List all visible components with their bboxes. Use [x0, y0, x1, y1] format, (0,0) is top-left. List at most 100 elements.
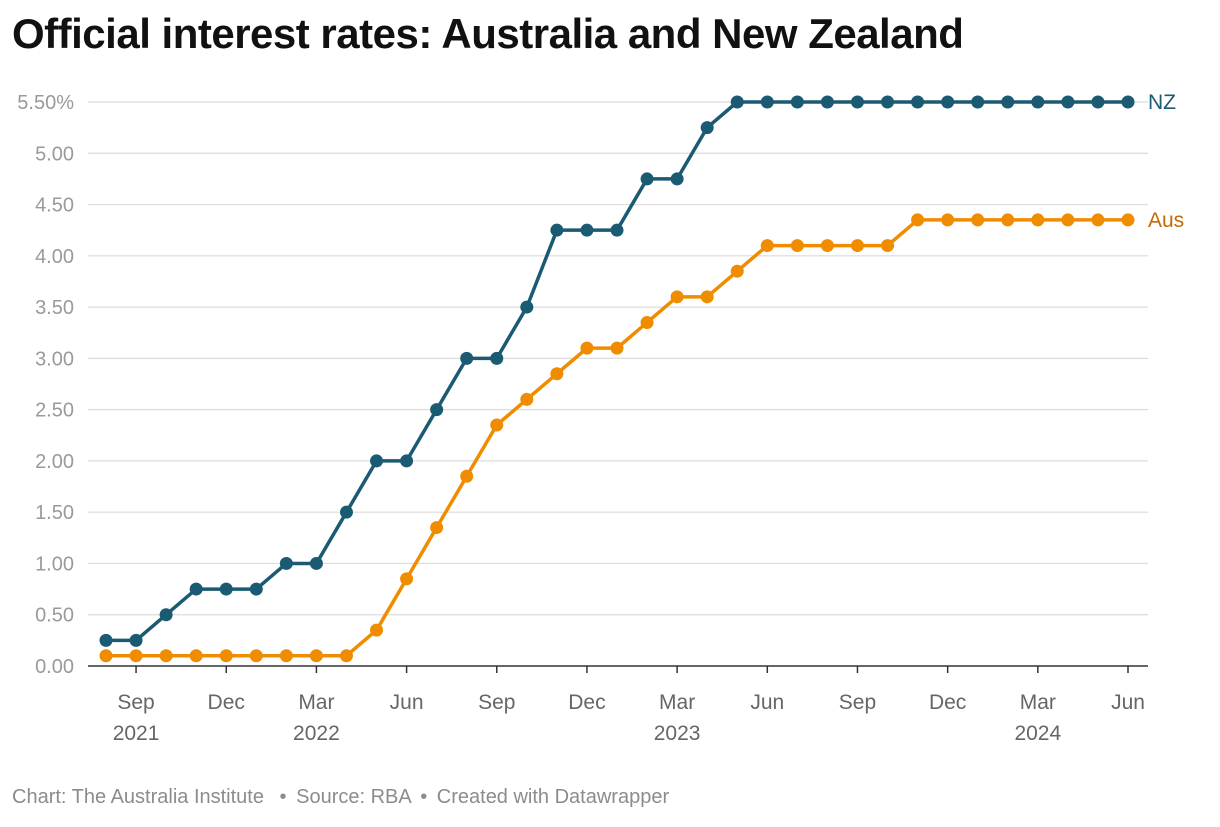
footer-source: Source: RBA: [296, 786, 411, 808]
data-point: [700, 290, 714, 304]
data-point: [850, 95, 864, 109]
x-tick-label: Dec: [208, 691, 245, 714]
footer-separator: •: [420, 786, 428, 808]
y-tick-label: 1.50: [35, 502, 74, 524]
chart-footer: Chart: The Australia Institute • Source:…: [12, 786, 669, 809]
data-point: [640, 315, 654, 329]
data-point: [520, 392, 534, 406]
footer-tool: Created with Datawrapper: [436, 786, 670, 808]
data-point: [820, 95, 834, 109]
data-point: [339, 649, 353, 663]
data-point: [550, 367, 564, 381]
series-line: [106, 100, 1128, 643]
x-tick-year-label: 2024: [1014, 722, 1061, 745]
data-point: [129, 649, 143, 663]
x-tick-year-label: 2021: [113, 722, 160, 745]
x-tick-label: Sep: [117, 691, 154, 714]
x-tick-year-label: 2022: [293, 722, 340, 745]
x-tick-label: Mar: [659, 691, 695, 714]
data-point: [730, 264, 744, 278]
data-point: [1001, 213, 1015, 227]
data-point: [1061, 213, 1075, 227]
x-tick-label: Sep: [478, 691, 515, 714]
series-group: [99, 95, 1135, 663]
data-point: [430, 403, 444, 417]
data-point: [490, 351, 504, 365]
series-nz: [99, 95, 1135, 647]
x-tick-year-label: 2023: [654, 722, 701, 745]
x-axis: Sep 2021 Dec Mar 2022 Jun Sep Dec Mar 2023 Jun Sep D…: [88, 665, 1148, 745]
data-point: [1091, 95, 1105, 109]
data-point: [911, 95, 925, 109]
data-point: [550, 223, 564, 237]
data-point: [219, 649, 233, 663]
data-point: [850, 239, 864, 253]
y-tick-label: 0.00: [35, 656, 74, 678]
data-point: [760, 95, 774, 109]
data-point: [129, 633, 143, 647]
x-tick-label: Dec: [568, 691, 605, 714]
y-axis: 0.00 0.50 1.00 1.50 2.00 2.50 3.00 3.50 4.00 4.50…: [17, 92, 74, 678]
data-point: [249, 582, 263, 596]
data-point: [610, 223, 624, 237]
data-point: [1001, 95, 1015, 109]
data-point: [189, 582, 203, 596]
chart-title: Official interest rates: Australia and N…: [12, 10, 964, 57]
data-point: [670, 290, 684, 304]
series-aus: [99, 213, 1135, 663]
data-point: [881, 95, 895, 109]
y-tick-label: 1.00: [35, 553, 74, 575]
data-point: [971, 213, 985, 227]
data-point: [1121, 95, 1135, 109]
data-point: [219, 582, 233, 596]
data-point: [1091, 213, 1105, 227]
x-tick-label: Sep: [839, 691, 876, 714]
data-point: [309, 556, 323, 570]
data-point: [580, 223, 594, 237]
data-point: [610, 341, 624, 355]
x-tick-label: Jun: [750, 691, 784, 714]
data-point: [279, 556, 293, 570]
data-point: [1031, 95, 1045, 109]
y-tick-label: 3.00: [35, 348, 74, 370]
data-point: [941, 213, 955, 227]
data-point: [1061, 95, 1075, 109]
data-point: [159, 608, 173, 622]
data-point: [790, 239, 804, 253]
data-point: [790, 95, 804, 109]
data-point: [430, 521, 444, 535]
footer-credit: Chart: The Australia Institute: [12, 786, 264, 808]
x-tick-label: Jun: [390, 691, 424, 714]
data-point: [370, 454, 384, 468]
y-tick-label: 2.00: [35, 451, 74, 473]
data-point: [400, 572, 414, 586]
data-point: [189, 649, 203, 663]
data-point: [339, 505, 353, 519]
data-point: [700, 121, 714, 135]
data-point: [881, 239, 895, 253]
data-point: [1121, 213, 1135, 227]
data-point: [279, 649, 293, 663]
y-tick-label: 2.50: [35, 400, 74, 422]
y-tick-label: 5.00: [35, 143, 74, 165]
data-point: [820, 239, 834, 253]
x-tick-label: Dec: [929, 691, 966, 714]
series-labels: Aus NZ: [1148, 91, 1184, 232]
gridlines: [88, 101, 1148, 616]
y-tick-label: 5.50%: [17, 92, 74, 114]
x-tick-label: Jun: [1111, 691, 1145, 714]
data-point: [159, 649, 173, 663]
y-tick-label: 4.00: [35, 246, 74, 268]
data-point: [309, 649, 323, 663]
data-point: [400, 454, 414, 468]
data-point: [460, 351, 474, 365]
series-label-nz: NZ: [1148, 91, 1176, 114]
y-tick-label: 0.50: [35, 605, 74, 627]
data-point: [911, 213, 925, 227]
data-point: [99, 633, 113, 647]
data-point: [490, 418, 504, 432]
x-tick-label: Mar: [1020, 691, 1056, 714]
y-tick-label: 4.50: [35, 195, 74, 217]
